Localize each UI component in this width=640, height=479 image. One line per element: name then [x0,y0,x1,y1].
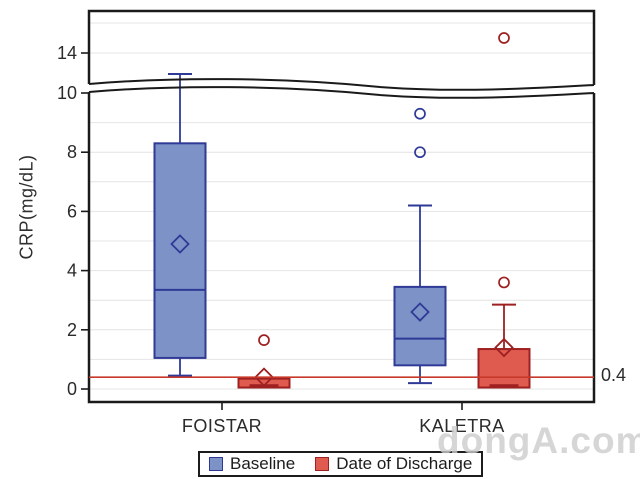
x-category-label: FOISTAR [182,416,262,436]
outlier-point [414,107,426,120]
outlier-point [498,32,510,44]
x-category-label: KALETRA [419,416,505,436]
y-tick-label: 8 [67,142,77,162]
axis-break-line [88,78,595,91]
axis-break-line [88,86,595,99]
watermark: dongA.com [437,420,640,461]
discharge-swatch-icon [315,457,330,471]
y-axis-title: CRP(mg/dL) [16,154,37,260]
legend-label-discharge: Date of Discharge [336,454,473,473]
y-tick-label: 6 [67,201,77,221]
y-tick-label: 0 [67,379,77,399]
y-tick-label: 14 [57,43,77,63]
box-baseline [393,285,447,367]
mean-diamond [254,367,274,387]
y-tick-label: 10 [57,83,77,103]
outlier-point [498,276,510,289]
mean-diamond [170,234,190,254]
y-tick-label: 2 [67,320,77,340]
reference-line-label: 0.4 [601,365,627,385]
outlier-point [258,334,270,347]
baseline-swatch-icon [209,457,223,471]
mean-diamond [494,337,514,358]
upper-panel-frame [87,9,596,85]
legend: Baseline Date of Discharge [198,451,484,477]
mean-diamond [410,302,430,322]
box-baseline [153,142,207,359]
legend-label-baseline: Baseline [230,454,296,473]
outlier-point [414,146,426,159]
y-tick-label: 4 [67,261,77,281]
lower-panel-frame [87,92,596,404]
